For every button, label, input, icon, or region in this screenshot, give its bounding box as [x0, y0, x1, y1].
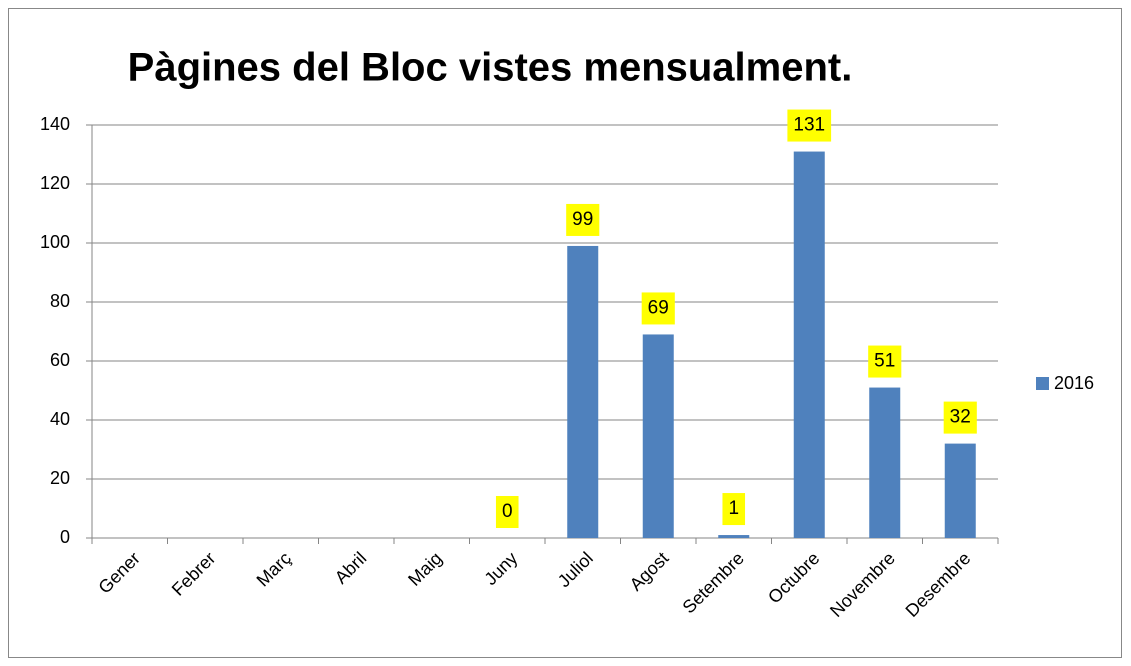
legend-label: 2016 [1054, 373, 1094, 393]
data-label-background [943, 401, 977, 434]
chart-title: Pàgines del Bloc vistes mensualment. [128, 46, 853, 90]
data-label: 1 [728, 498, 739, 519]
data-label-background [787, 109, 832, 142]
data-label: 51 [874, 351, 895, 372]
data-label: 69 [648, 297, 669, 318]
y-tick-label: 120 [40, 173, 70, 193]
data-label: 32 [950, 407, 971, 428]
data-label-background [495, 496, 519, 528]
bar [642, 334, 674, 538]
data-label: 99 [572, 209, 593, 230]
y-tick-label: 0 [60, 527, 70, 547]
data-label-background [566, 203, 600, 236]
data-label-background [641, 292, 675, 325]
bar [793, 151, 825, 539]
data-label-background [868, 345, 902, 378]
y-tick-label: 80 [50, 291, 70, 311]
legend-swatch [1036, 377, 1049, 390]
data-label-background [722, 493, 746, 526]
bar [869, 387, 901, 538]
data-label: 0 [502, 501, 513, 522]
bar [944, 443, 976, 538]
y-tick-label: 100 [40, 232, 70, 252]
y-tick-label: 40 [50, 409, 70, 429]
data-label: 131 [793, 115, 825, 136]
bar [718, 535, 750, 538]
y-tick-label: 140 [40, 114, 70, 134]
y-tick-label: 20 [50, 468, 70, 488]
bar [567, 245, 599, 538]
chart-border [8, 8, 1122, 658]
y-tick-label: 60 [50, 350, 70, 370]
